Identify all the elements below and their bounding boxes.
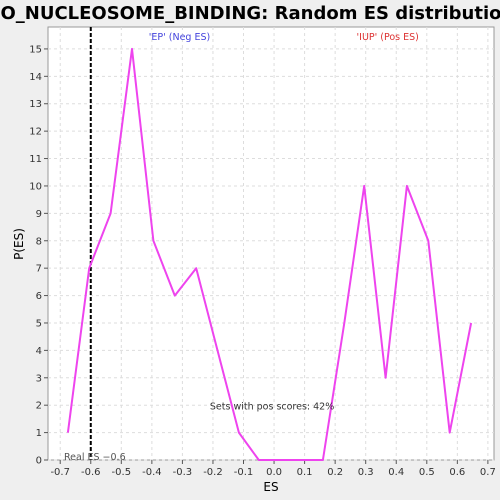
y-tick-label: 6: [36, 291, 42, 302]
x-tick-label: -0.7: [50, 467, 70, 478]
y-axis-label: P(ES): [12, 228, 26, 260]
x-tick-label: 0.5: [419, 467, 435, 478]
y-tick-label: 15: [29, 44, 42, 55]
x-tick-label: 0.3: [358, 467, 374, 478]
y-tick-label: 1: [36, 428, 42, 439]
y-tick-label: 0: [36, 456, 42, 467]
chart-title: GO_NUCLEOSOME_BINDING: Random ES distrib…: [0, 3, 500, 24]
neg-es-annotation: 'EP' (Neg ES): [149, 32, 210, 43]
x-tick-label: -0.2: [203, 467, 223, 478]
y-tick-label: 3: [36, 373, 42, 384]
x-tick-label: 0.2: [327, 467, 343, 478]
x-tick-label: 0.7: [480, 467, 496, 478]
series-layer: [66, 27, 473, 461]
x-tick-label: -0.6: [81, 467, 101, 478]
annotations-layer: 'EP' (Neg ES) 'IUP' (Pos ES) Sets with p…: [64, 32, 419, 463]
y-tick-label: 5: [36, 318, 42, 329]
es-distribution-line: [66, 47, 473, 461]
y-tick-label: 4: [36, 346, 42, 357]
y-tick-label: 14: [29, 72, 42, 83]
y-tick-label: 12: [29, 127, 42, 138]
real-es-label: Real ES −0.6: [64, 452, 126, 463]
x-tick-label: 0.1: [297, 467, 313, 478]
pos-es-annotation: 'IUP' (Pos ES): [357, 32, 419, 43]
y-tick-label: 7: [36, 264, 42, 275]
y-tick-label: 10: [29, 181, 42, 192]
grid-lines: [48, 27, 494, 461]
x-tick-label: 0.0: [266, 467, 282, 478]
x-tick-label: 0.4: [388, 467, 404, 478]
x-tick-label: -0.3: [173, 467, 193, 478]
y-tick-label: 2: [36, 401, 42, 412]
x-tick-label: -0.1: [234, 467, 254, 478]
y-tick-label: 8: [36, 236, 42, 247]
pos-scores-annotation: Sets with pos scores: 42%: [210, 401, 334, 412]
x-tick-label: -0.4: [142, 467, 162, 478]
y-tick-label: 9: [36, 209, 42, 220]
x-axis-label: ES: [263, 480, 278, 494]
y-tick-label: 13: [29, 99, 42, 110]
x-tick-label: 0.6: [449, 467, 465, 478]
y-tick-label: 11: [29, 154, 42, 165]
plot-area: [47, 26, 495, 461]
x-tick-label: -0.5: [112, 467, 132, 478]
